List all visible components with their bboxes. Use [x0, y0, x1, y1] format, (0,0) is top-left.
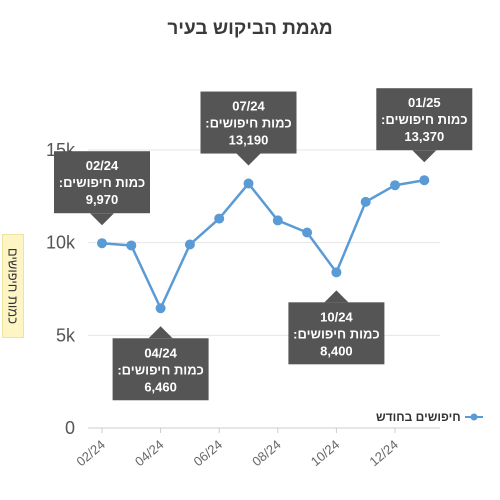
annotation-text: 8,400	[320, 343, 353, 358]
annotation-text: כמות חיפושים:	[293, 326, 379, 341]
data-point[interactable]	[272, 215, 283, 226]
series-line	[101, 178, 425, 310]
data-point[interactable]	[419, 175, 430, 186]
annotation-callout: 04/24 כמות חיפושים: 6,460	[112, 326, 209, 401]
annotation-pointer	[148, 326, 173, 339]
annotation-pointer	[90, 213, 114, 226]
annotation-box	[200, 91, 297, 154]
data-point[interactable]	[184, 239, 195, 250]
annotation-text: 9,970	[86, 192, 119, 207]
data-point[interactable]	[155, 303, 166, 314]
annotation-pointer	[236, 153, 261, 166]
annotation-text: 02/24	[86, 158, 119, 173]
annotation-text: כמות חיפושים:	[117, 362, 203, 377]
x-tick-label: 12/24	[366, 437, 401, 469]
annotation-text: כמות חיפושים:	[205, 116, 291, 131]
y-tick-label: 0	[65, 418, 75, 438]
y-axis-label: כמות חיפושים	[2, 234, 24, 338]
x-tick-label: 06/24	[191, 437, 226, 469]
annotation-callout: 10/24 כמות חיפושים: 8,400	[288, 290, 385, 365]
annotation-text: 6,460	[144, 379, 177, 394]
legend-label: חיפושים בחודש	[376, 410, 461, 424]
x-tick-label: 10/24	[308, 437, 343, 469]
data-point[interactable]	[302, 227, 313, 238]
series-points	[97, 175, 430, 314]
annotation-pointer	[324, 290, 349, 303]
data-point[interactable]	[360, 196, 371, 207]
annotation-text: 10/24	[320, 309, 353, 324]
x-tick-label: 04/24	[132, 437, 167, 469]
annotation-text: 07/24	[232, 99, 265, 114]
annotations: 02/24 כמות חיפושים: 9,970 04/24 כמות חיפושים…	[54, 88, 473, 401]
data-point[interactable]	[126, 240, 137, 251]
y-tick-label: 5k	[56, 325, 76, 345]
data-point[interactable]	[214, 213, 225, 224]
annotation-text: כמות חיפושים:	[59, 175, 145, 190]
x-tick-labels: 02/24 04/24 06/24 08/24 10/24 12/24	[73, 437, 401, 469]
chart-title: מגמת הביקוש בעיר	[167, 18, 333, 39]
data-point[interactable]	[390, 180, 400, 191]
legend-swatch-icon	[464, 413, 483, 421]
annotation-text: 13,370	[404, 129, 444, 144]
annotation-box	[112, 338, 209, 401]
annotation-callout: 02/24 כמות חיפושים: 9,970	[54, 151, 150, 226]
annotation-text: 13,190	[229, 133, 269, 148]
annotation-text: 01/25	[408, 95, 441, 110]
annotation-pointer	[412, 150, 437, 163]
legend[interactable]: חיפושים בחודש	[376, 410, 483, 424]
annotation-callout: 07/24 כמות חיפושים: 13,190	[200, 91, 297, 166]
axes	[88, 427, 440, 433]
annotation-text: כמות חיפושים:	[381, 112, 467, 127]
data-point[interactable]	[331, 267, 342, 278]
series-lines	[101, 178, 425, 310]
data-point[interactable]	[243, 178, 254, 189]
data-point[interactable]	[97, 238, 107, 249]
annotation-callout: 01/25 כמות חיפושים: 13,370	[376, 88, 473, 163]
y-tick-label: 10k	[46, 233, 76, 253]
x-tick-label: 08/24	[249, 437, 284, 469]
annotation-text: 04/24	[144, 345, 177, 360]
annotation-box	[288, 302, 385, 365]
annotation-box	[376, 88, 473, 151]
annotation-box	[54, 151, 150, 214]
x-tick-label: 02/24	[73, 437, 108, 469]
